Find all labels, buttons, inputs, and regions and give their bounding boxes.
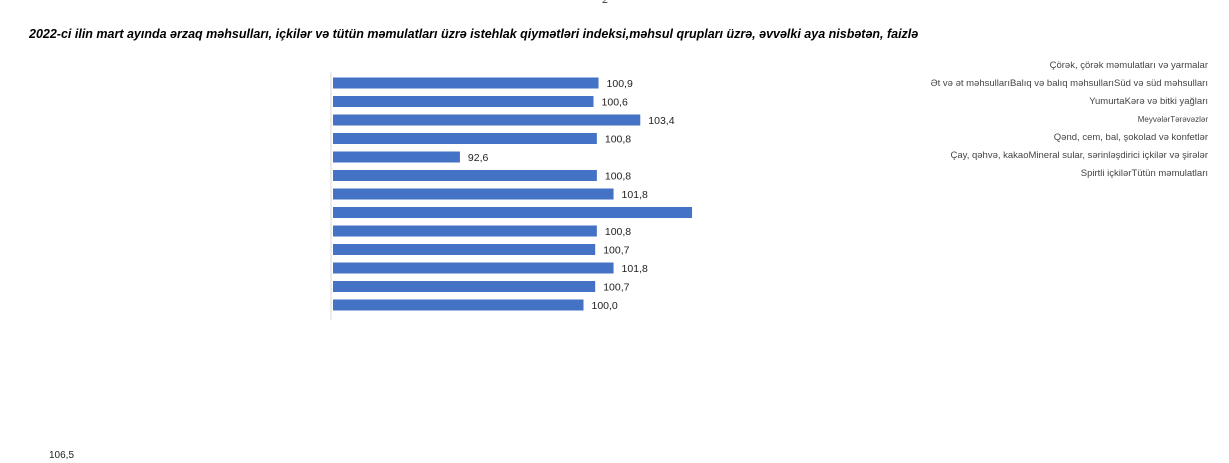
bar-data-label: 100,7 bbox=[603, 282, 629, 294]
bar-data-label: 101,8 bbox=[622, 263, 648, 275]
bar-data-label: 92,6 bbox=[468, 152, 489, 164]
bar bbox=[333, 151, 460, 163]
bar bbox=[333, 77, 599, 89]
bar bbox=[333, 225, 597, 237]
bar bbox=[333, 133, 597, 144]
bar-data-label: 100,9 bbox=[607, 78, 633, 90]
bar-data-label: 101,8 bbox=[622, 189, 648, 201]
stray-value-label: 106,5 bbox=[49, 450, 75, 461]
legend-line: YumurtaKərə və bitki yağları bbox=[1089, 96, 1208, 107]
page-number: 2 bbox=[602, 0, 608, 7]
bar-data-label: 100,8 bbox=[605, 134, 631, 146]
bar-data-label: 100,0 bbox=[592, 300, 618, 312]
legend-line: Spirtli içkilərTütün məmulatları bbox=[1080, 168, 1208, 179]
bar-data-label: 103,4 bbox=[648, 115, 674, 127]
legend-line: Çörək, çörək məmulatları və yarmalar bbox=[1049, 60, 1208, 71]
bar-data-label: 100,7 bbox=[603, 245, 629, 257]
bar bbox=[333, 188, 614, 200]
bar bbox=[333, 281, 596, 292]
bar bbox=[333, 207, 693, 218]
bar bbox=[333, 96, 594, 107]
legend-line: MeyvələrTərəvəzlər bbox=[1137, 115, 1208, 124]
legend-line: Ət və ət məhsullarıBalıq və balıq məhsul… bbox=[930, 78, 1208, 89]
legend-line: Çay, qəhvə, kakaoMineral sular, sərinləş… bbox=[950, 150, 1208, 161]
bar-data-label: 100,8 bbox=[605, 171, 631, 183]
bar bbox=[333, 244, 596, 255]
legend: Çörək, çörək məmulatları və yarmalar Ət … bbox=[788, 57, 1208, 183]
bar-data-label: 100,6 bbox=[602, 97, 628, 109]
bar bbox=[333, 114, 641, 126]
bar bbox=[333, 299, 584, 311]
bar-data-label: 100,8 bbox=[605, 226, 631, 238]
bar bbox=[333, 262, 614, 274]
chart-title: 2022-ci ilin mart ayında ərzaq məhsullar… bbox=[29, 27, 919, 41]
legend-line: Qənd, cem, bal, şokolad və konfetlər bbox=[1053, 132, 1208, 143]
bar bbox=[333, 170, 597, 181]
